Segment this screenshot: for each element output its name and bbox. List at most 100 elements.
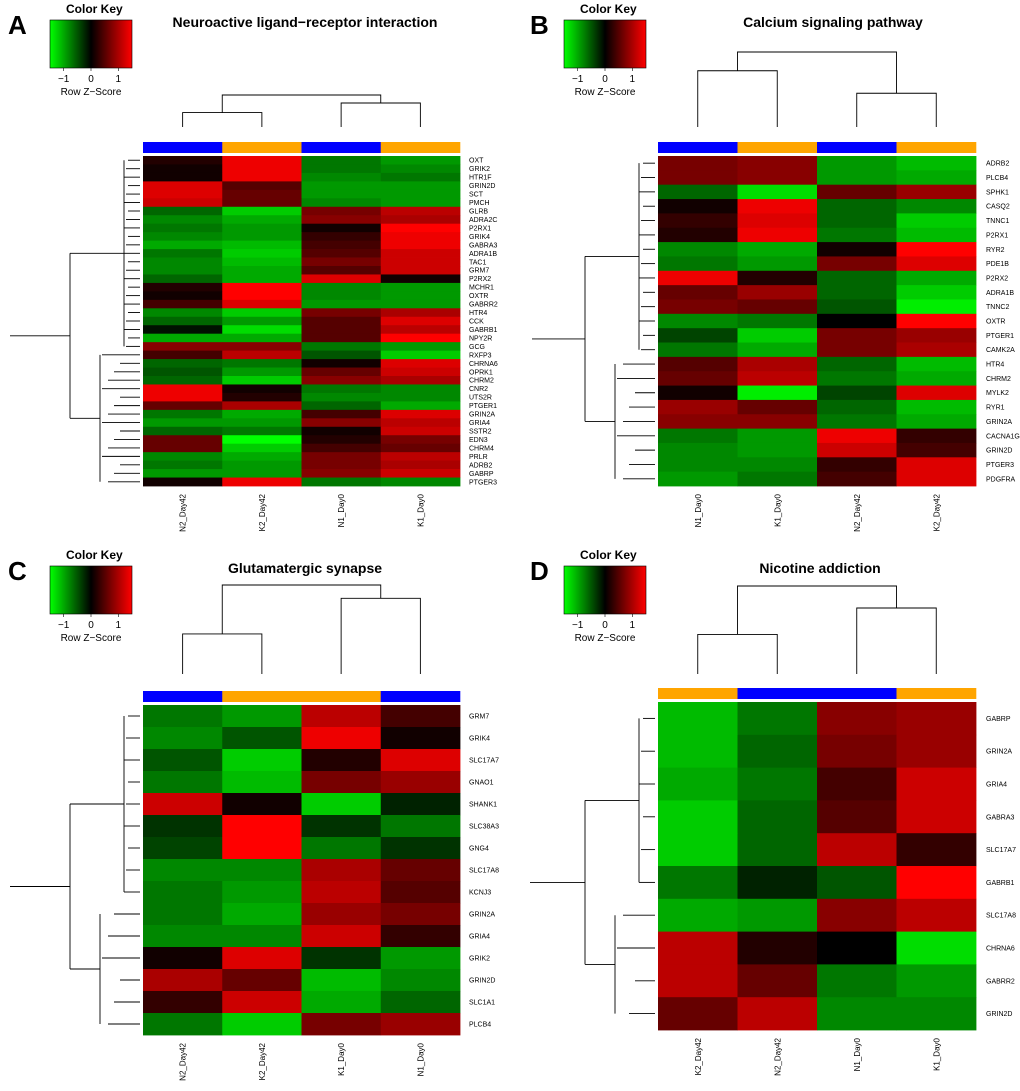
row-labels: GABRP GRIN2A GRIA4 GABRA3 SLC17A7 GABRB1 SLC17… (986, 716, 1016, 1018)
row-label: GRIK2 (469, 956, 490, 963)
heatmap-cell (222, 815, 302, 838)
heatmap-cell (380, 240, 461, 250)
heatmap-cell (143, 727, 223, 750)
heatmap-cell (301, 257, 382, 267)
row-label: MCHR1 (469, 285, 494, 292)
row-label: GRIA4 (469, 934, 490, 941)
heatmap-cell (301, 299, 382, 309)
heatmap-cell (896, 471, 977, 487)
color-key: Color Key −1 0 1 Row Z−Score (563, 548, 647, 644)
heatmap-cell (817, 270, 897, 286)
column-label: K2_Day42 (694, 1037, 703, 1075)
column-label: N2_Day42 (853, 493, 862, 531)
heatmap-cell (817, 866, 897, 900)
color-key-tick-label: −1 (58, 620, 70, 631)
heatmap-cell (380, 367, 461, 377)
heatmap-cell (817, 997, 897, 1031)
heatmap-cell (380, 308, 461, 318)
heatmap-cell (301, 376, 382, 385)
heatmap-cell (380, 350, 461, 360)
heatmap-cell (817, 285, 897, 300)
heatmap-cell (380, 232, 461, 242)
heatmap-cell (896, 199, 977, 214)
heatmap-cell (380, 291, 461, 301)
heatmap-cell (301, 991, 382, 1014)
heatmap-cell (380, 925, 461, 948)
group-color-blue (380, 691, 461, 702)
color-key-tick-label: 0 (88, 74, 94, 85)
heatmap-cell (222, 947, 302, 970)
row-label: CASQ2 (986, 204, 1010, 211)
row-label: GRIN2A (986, 749, 1012, 756)
heatmap-cell (896, 833, 977, 867)
heatmap-cell (301, 925, 382, 948)
row-label: EDN3 (469, 437, 488, 444)
heatmap-cell (380, 164, 461, 174)
heatmap-cell (737, 414, 818, 430)
row-label: UTS2R (469, 395, 492, 402)
heatmap-cell (658, 931, 738, 965)
row-label: P2RX2 (469, 276, 491, 283)
row-label: TNNC1 (986, 218, 1009, 225)
row-label: SLC17A7 (469, 758, 499, 765)
heatmap-cell (222, 477, 302, 487)
heatmap-cell (380, 409, 461, 419)
heatmap-cell (658, 866, 738, 900)
heatmap-cell (658, 270, 738, 286)
color-key-tick-label: 1 (116, 74, 122, 85)
heatmap-cell (380, 705, 461, 728)
heatmap-cell (222, 409, 302, 419)
group-color-orange (737, 142, 818, 153)
row-label: SLC38A3 (469, 824, 499, 831)
heatmap-cell (817, 356, 897, 372)
column-label: N2_Day42 (179, 493, 188, 531)
heatmap-cell (143, 815, 223, 838)
group-color-blue (143, 691, 223, 702)
heatmap-cell (222, 172, 302, 182)
row-label: SLC17A8 (469, 868, 499, 875)
heatmap-cell (737, 256, 818, 272)
heatmap-cell (896, 170, 977, 186)
heatmap-cell (380, 359, 461, 368)
heatmap-cell (301, 367, 382, 377)
heatmap-cell (658, 371, 738, 386)
heatmap-cell (222, 189, 302, 199)
heatmap-cell (301, 1013, 382, 1036)
heatmap-cell (737, 898, 818, 932)
heatmap-cell (301, 308, 382, 318)
row-dendrogram (10, 159, 140, 483)
row-label: GRIK4 (469, 234, 490, 241)
column-dendrogram (697, 51, 937, 127)
heatmap-cell (817, 199, 897, 214)
heatmap-cell (143, 409, 223, 419)
heatmap-cell (222, 452, 302, 462)
row-labels: ADRB2 PLCB4 SPHK1 CASQ2 TNNC1 P2RX1 RYR2 PDE1B P… (986, 161, 1020, 484)
row-label: PTGER3 (469, 479, 497, 486)
heatmap-cell (380, 460, 461, 470)
color-key-bar (563, 19, 647, 69)
row-label: GABRP (469, 471, 494, 478)
column-label: K2_Day42 (932, 493, 941, 531)
row-label: GLRB (469, 209, 488, 216)
heatmap-cell (658, 442, 738, 458)
row-label: CHRM4 (469, 445, 494, 452)
heatmap-cell (380, 316, 461, 326)
heatmap-cell (658, 898, 738, 932)
heatmap-cell (380, 249, 461, 258)
column-dendrogram-branch (856, 92, 937, 127)
color-key-bar (563, 565, 647, 615)
heatmap-cell (817, 328, 897, 343)
heatmap-cell (222, 342, 302, 352)
heatmap-cell (817, 156, 897, 171)
heatmap-cell (301, 181, 382, 191)
heatmap-cell (301, 469, 382, 478)
column-dendrogram-branch (340, 102, 421, 127)
heatmap-cell (301, 342, 382, 352)
heatmap-cell (658, 702, 738, 736)
heatmap-cell (222, 215, 302, 225)
panel-c: C Glutamatergic synapse Color Key −1 0 1 Row Z… (0, 546, 510, 1091)
heatmap-cell (658, 156, 738, 171)
heatmap-cell (222, 198, 302, 208)
column-dendrogram-root (737, 51, 897, 94)
row-labels: OXTGRIK2HTR1FGRIN2DSCTPMCHGLRBADRA2CP2RX… (469, 158, 498, 487)
